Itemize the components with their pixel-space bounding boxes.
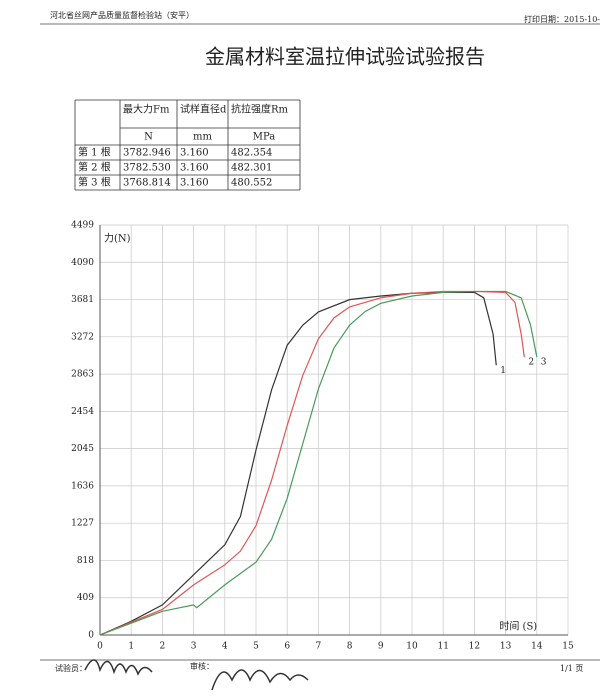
- table-cell: 3.160: [180, 163, 209, 174]
- y-tick-label: 2045: [71, 444, 94, 454]
- table-cell: 第 2 根: [78, 161, 111, 174]
- report-title: 金属材料室温拉伸试验试验报告: [205, 45, 485, 69]
- reviewer-signature: [211, 669, 309, 691]
- table-cell: 第 3 根: [78, 176, 111, 189]
- x-tick-label: 13: [500, 642, 512, 652]
- org-name: 河北省丝网产品质量监督检验站（安平）: [50, 10, 194, 20]
- table-cell: 3.160: [180, 148, 209, 159]
- curve: [99, 290, 525, 636]
- table-cell: 3782.530: [123, 163, 171, 174]
- y-tick-label: 409: [77, 593, 94, 603]
- table-cell: 3782.946: [123, 148, 171, 159]
- print-date: 打印日期：2015-10-: [524, 14, 600, 24]
- x-axis-label: 时间 (S): [499, 620, 537, 633]
- y-tick-label: 4499: [71, 221, 94, 231]
- y-tick-label: 3272: [71, 332, 94, 342]
- x-tick-label: 12: [469, 642, 480, 652]
- x-tick-label: 0: [97, 642, 103, 652]
- curve: [99, 291, 497, 636]
- table-cell: 482.354: [231, 148, 272, 159]
- table-cell: 3768.814: [123, 178, 171, 189]
- x-tick-label: 11: [437, 642, 448, 652]
- column-header: 抗拉强度Rm: [231, 103, 289, 116]
- x-tick-label: 9: [378, 642, 384, 652]
- column-unit: mm: [193, 132, 212, 143]
- x-tick-label: 8: [347, 642, 353, 652]
- reviewer-label: 审核：: [190, 661, 214, 671]
- x-tick-label: 3: [191, 642, 197, 652]
- curve: [99, 290, 538, 636]
- y-tick-label: 0: [88, 631, 94, 641]
- y-tick-label: 2454: [71, 407, 94, 417]
- page-number: 1/1 页: [560, 664, 583, 673]
- x-tick-label: 14: [531, 642, 543, 652]
- column-header: 试样直径d: [180, 103, 227, 116]
- x-tick-label: 7: [316, 642, 322, 652]
- table-cell: 482.301: [231, 163, 272, 174]
- y-tick-label: 818: [77, 556, 94, 566]
- column-unit: N: [144, 132, 153, 143]
- x-tick-label: 4: [222, 642, 228, 652]
- x-tick-label: 5: [253, 642, 259, 652]
- table-cell: 第 1 根: [78, 146, 111, 159]
- y-tick-label: 4090: [71, 258, 94, 268]
- column-header: 最大力Fm: [123, 103, 170, 116]
- y-tick-label: 1636: [71, 481, 94, 491]
- table-cell: 3.160: [180, 178, 209, 189]
- y-tick-label: 2863: [71, 370, 94, 380]
- tester-signature: [84, 659, 153, 676]
- tester-label: 试验员：: [55, 663, 87, 673]
- y-tick-label: 3681: [71, 295, 94, 305]
- column-unit: MPa: [253, 132, 276, 143]
- curve-label: 3: [541, 358, 547, 368]
- x-tick-label: 6: [284, 642, 290, 652]
- y-axis-label: 力(N): [104, 232, 131, 245]
- curve-label: 2: [528, 358, 534, 368]
- curve-label: 1: [500, 366, 506, 376]
- y-tick-label: 1227: [71, 519, 94, 529]
- x-tick-label: 10: [406, 642, 418, 652]
- x-tick-label: 2: [160, 642, 166, 652]
- x-tick-label: 15: [562, 642, 574, 652]
- x-tick-label: 1: [128, 642, 134, 652]
- table-cell: 480.552: [231, 178, 272, 189]
